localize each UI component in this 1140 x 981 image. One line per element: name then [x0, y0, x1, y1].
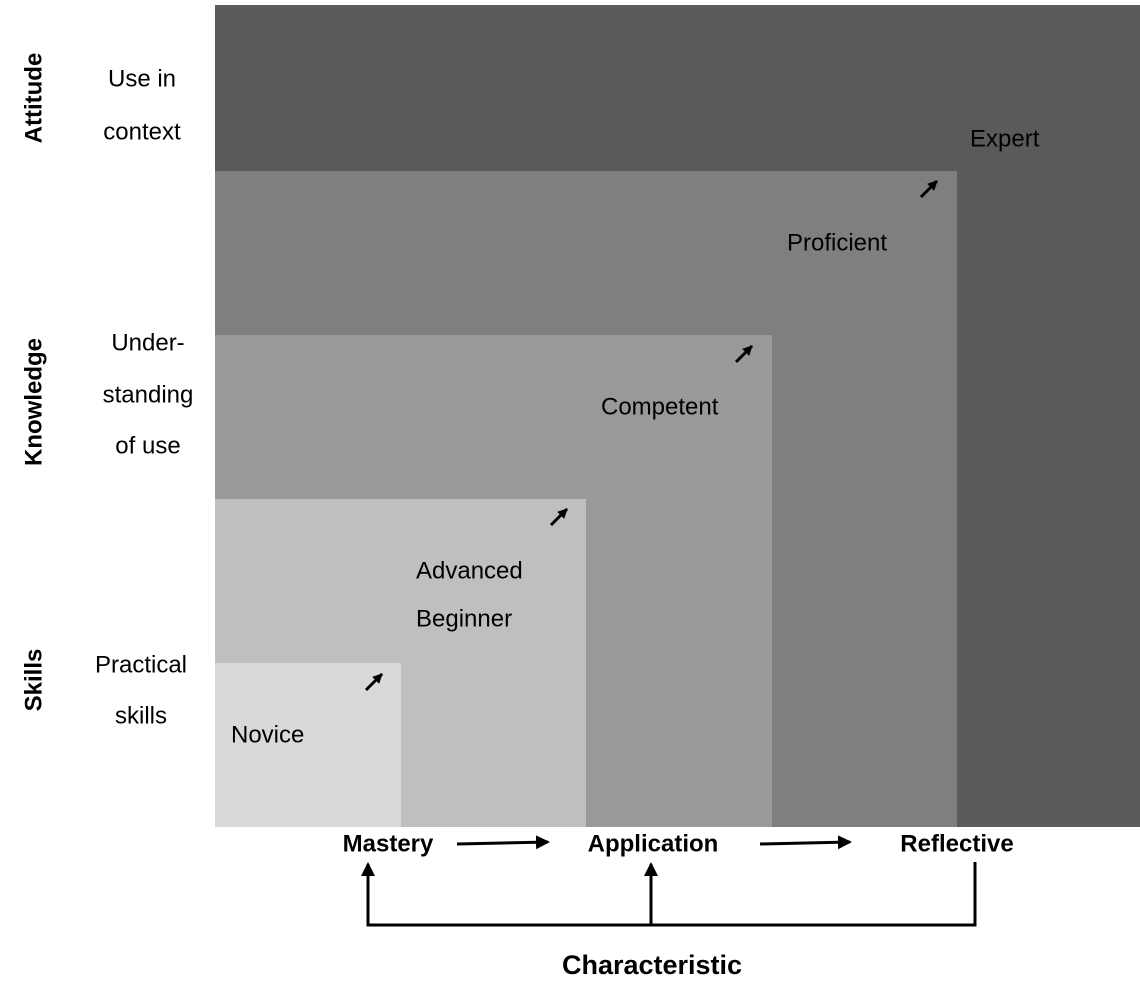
dimension-labels: Attitude Knowledge Skills: [20, 53, 47, 712]
staircase: [215, 5, 1140, 827]
step-arrow: [919, 179, 939, 199]
level-label: Proficient: [787, 229, 887, 256]
characteristics: Mastery Application Reflective: [343, 830, 1014, 857]
connectors: [361, 835, 977, 927]
dimension-label: Skills: [20, 649, 47, 712]
level-label: Competent: [601, 393, 719, 420]
characteristic-label: Reflective: [900, 830, 1013, 857]
level-labels: Novice Advanced Beginner Competent Profi…: [231, 125, 1040, 748]
row-label: context: [103, 118, 181, 145]
level-label: Expert: [970, 125, 1040, 152]
level-label: Novice: [231, 721, 304, 748]
step-arrow: [549, 507, 569, 527]
bracket: [366, 862, 977, 927]
row-label: Practical: [95, 651, 187, 678]
axis-title: Characteristic: [562, 950, 742, 980]
step-arrow: [734, 344, 754, 364]
row-label: skills: [115, 702, 167, 729]
row-label: of use: [115, 432, 180, 459]
dimension-label: Knowledge: [20, 338, 47, 466]
novice-region: [215, 663, 401, 827]
dimension-label: Attitude: [20, 53, 47, 144]
characteristic-label: Application: [588, 830, 719, 857]
row-labels: Use in context Under- standing of use Pr…: [95, 65, 193, 729]
row-label: Under-: [111, 329, 184, 356]
flow-arrow: [759, 835, 852, 850]
row-label: standing: [103, 381, 194, 408]
characteristic-label: Mastery: [343, 830, 434, 857]
flow-arrow: [456, 835, 550, 850]
level-label: Beginner: [416, 605, 512, 632]
step-arrow: [364, 672, 384, 692]
level-label: Advanced: [416, 557, 523, 584]
row-label: Use in: [108, 65, 176, 92]
step-arrows: [364, 179, 939, 692]
